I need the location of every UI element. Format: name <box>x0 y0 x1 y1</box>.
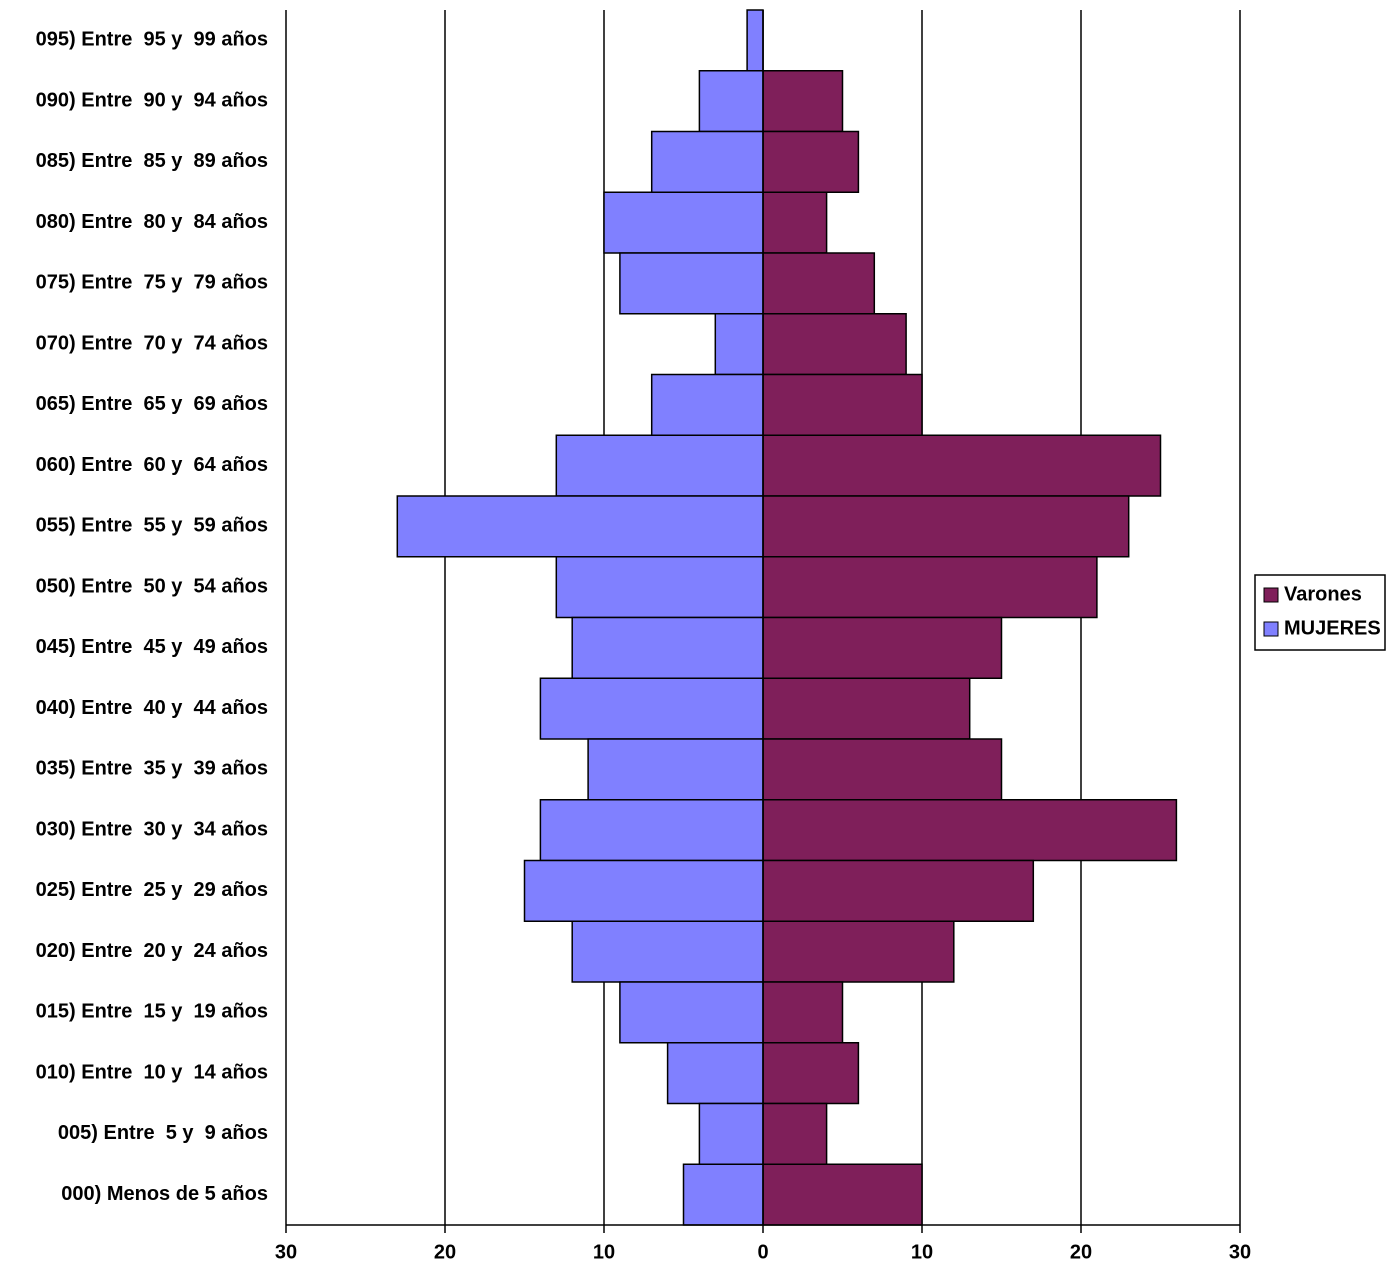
x-tick-label: 10 <box>911 1241 933 1263</box>
bar <box>714 313 764 376</box>
legend-swatch <box>1263 621 1279 637</box>
bar <box>698 1102 764 1165</box>
y-tick-label: 075) Entre 75 y 79 años <box>36 272 268 294</box>
bar <box>555 556 764 619</box>
bar <box>539 799 764 862</box>
bar <box>619 252 764 315</box>
y-tick-label: 095) Entre 95 y 99 años <box>36 29 268 51</box>
y-tick-label: 000) Menos de 5 años <box>61 1183 268 1205</box>
bar <box>650 130 764 193</box>
bar <box>650 373 764 436</box>
y-tick-label: 085) Entre 85 y 89 años <box>36 150 268 172</box>
y-tick-label: 015) Entre 15 y 19 años <box>36 1001 268 1023</box>
bar <box>603 191 764 254</box>
legend-label: Varones <box>1284 583 1362 605</box>
bar <box>698 70 764 133</box>
y-tick-label: 055) Entre 55 y 59 años <box>36 515 268 537</box>
bar <box>762 70 844 133</box>
y-tick-label: 040) Entre 40 y 44 años <box>36 697 268 719</box>
bar <box>666 1042 764 1105</box>
bar <box>762 434 1162 497</box>
y-tick-label: 065) Entre 65 y 69 años <box>36 393 268 415</box>
y-tick-label: 010) Entre 10 y 14 años <box>36 1061 268 1083</box>
y-tick-label: 030) Entre 30 y 34 años <box>36 818 268 840</box>
x-tick-label: 20 <box>1070 1241 1092 1263</box>
x-tick-label: 30 <box>275 1241 297 1263</box>
y-tick-label: 050) Entre 50 y 54 años <box>36 575 268 597</box>
bar <box>682 1163 764 1226</box>
bar <box>762 1042 860 1105</box>
bar <box>762 1102 828 1165</box>
bar <box>762 981 844 1044</box>
bar <box>396 495 764 558</box>
y-tick-label: 045) Entre 45 y 49 años <box>36 636 268 658</box>
y-tick-label: 080) Entre 80 y 84 años <box>36 211 268 233</box>
bar <box>762 313 907 376</box>
bar <box>619 981 764 1044</box>
legend-swatch <box>1263 587 1279 603</box>
x-tick-label: 20 <box>434 1241 456 1263</box>
bar <box>762 799 1178 862</box>
bar <box>746 9 764 72</box>
bar <box>762 252 876 315</box>
y-tick-label: 070) Entre 70 y 74 años <box>36 332 268 354</box>
bar <box>539 677 764 740</box>
bar <box>571 920 764 983</box>
y-tick-label: 020) Entre 20 y 24 años <box>36 940 268 962</box>
y-tick-label: 060) Entre 60 y 64 años <box>36 454 268 476</box>
bar <box>571 616 764 679</box>
bar <box>555 434 764 497</box>
x-tick-label: 0 <box>757 1241 768 1263</box>
y-tick-label: 035) Entre 35 y 39 años <box>36 758 268 780</box>
legend-label: MUJERES <box>1284 617 1381 639</box>
bar <box>762 859 1035 922</box>
bar <box>762 495 1130 558</box>
y-tick-label: 090) Entre 90 y 94 años <box>36 89 268 111</box>
y-tick-label: 025) Entre 25 y 29 años <box>36 879 268 901</box>
x-tick-label: 30 <box>1229 1241 1251 1263</box>
bar <box>762 738 1003 801</box>
bar <box>762 1163 923 1226</box>
bar <box>523 859 764 922</box>
bar <box>762 920 955 983</box>
bar <box>587 738 764 801</box>
bar <box>762 616 1003 679</box>
bar <box>762 191 828 254</box>
bar <box>762 373 923 436</box>
bar <box>762 556 1098 619</box>
x-tick-label: 10 <box>593 1241 615 1263</box>
bar <box>762 130 860 193</box>
bar <box>762 677 971 740</box>
y-tick-label: 005) Entre 5 y 9 años <box>58 1122 268 1144</box>
